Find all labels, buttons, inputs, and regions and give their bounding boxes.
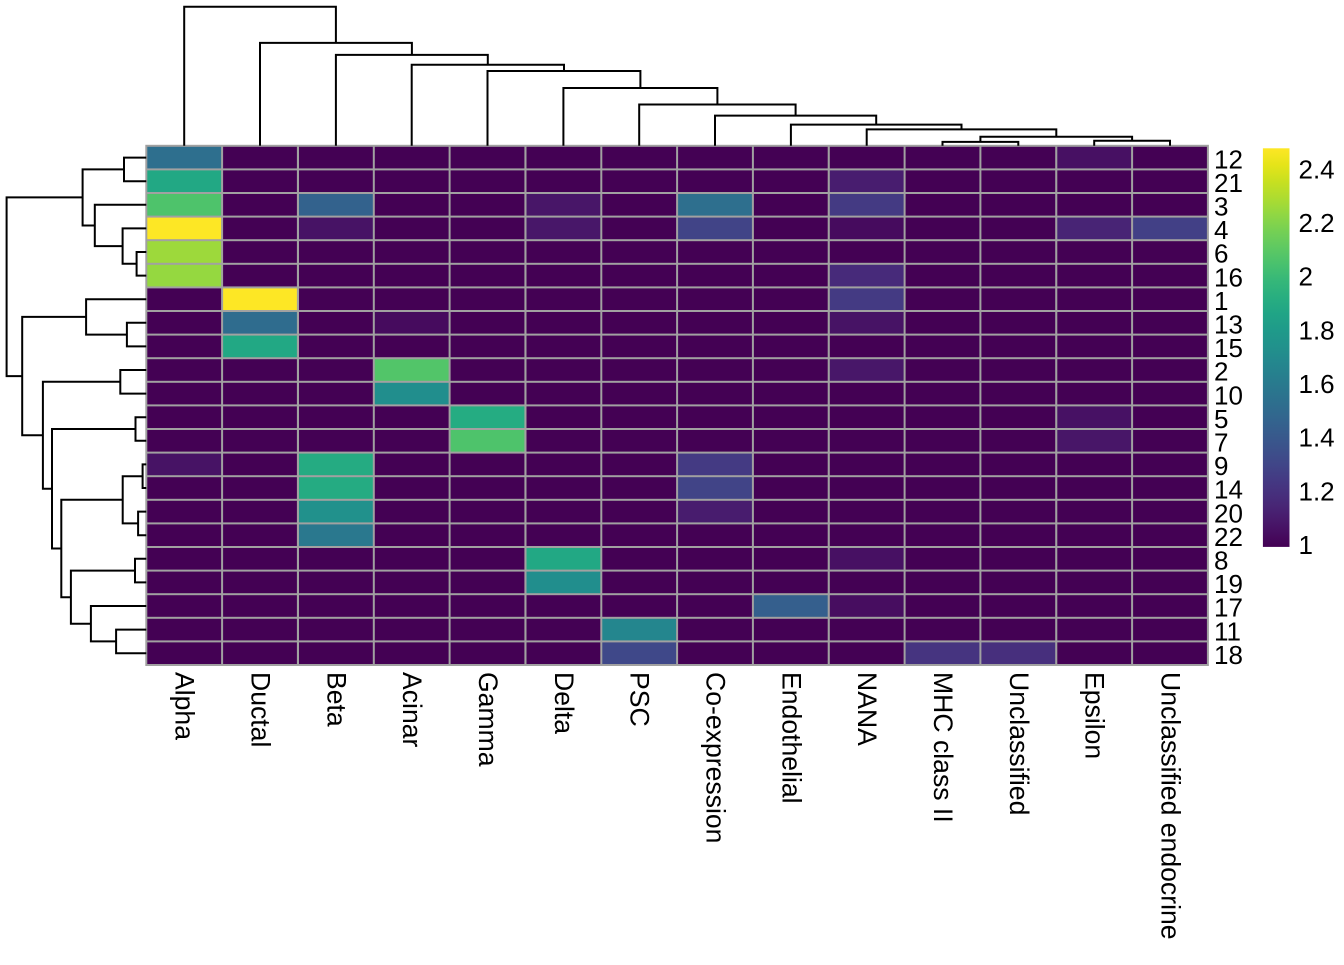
svg-text:11: 11 (1214, 616, 1241, 646)
svg-text:Unclassified endocrine: Unclassified endocrine (1156, 672, 1186, 940)
svg-text:2.4: 2.4 (1299, 154, 1335, 184)
svg-text:14: 14 (1214, 475, 1243, 505)
svg-text:2: 2 (1214, 357, 1228, 387)
svg-text:2: 2 (1299, 262, 1313, 292)
svg-text:PSC: PSC (625, 672, 655, 727)
svg-text:Ductal: Ductal (246, 672, 276, 747)
svg-text:Beta: Beta (321, 672, 351, 727)
svg-text:17: 17 (1214, 593, 1243, 623)
svg-text:NANA: NANA (852, 672, 882, 746)
svg-text:18: 18 (1214, 640, 1243, 670)
svg-text:1.8: 1.8 (1299, 315, 1335, 345)
svg-text:20: 20 (1214, 498, 1243, 528)
svg-text:21: 21 (1214, 168, 1243, 198)
svg-text:2.2: 2.2 (1299, 208, 1335, 238)
svg-text:3: 3 (1214, 192, 1228, 222)
svg-text:4: 4 (1214, 215, 1228, 245)
svg-text:15: 15 (1214, 333, 1243, 363)
svg-text:16: 16 (1214, 262, 1243, 292)
svg-text:1.6: 1.6 (1299, 369, 1335, 399)
svg-text:Co-expression: Co-expression (701, 672, 731, 843)
svg-text:Acinar: Acinar (397, 672, 427, 748)
svg-text:1: 1 (1214, 286, 1228, 316)
svg-text:1: 1 (1299, 530, 1313, 560)
svg-text:Alpha: Alpha (170, 672, 200, 740)
svg-text:Epsilon: Epsilon (1080, 672, 1110, 759)
svg-text:1.2: 1.2 (1299, 476, 1335, 506)
svg-text:9: 9 (1214, 451, 1228, 481)
svg-text:Delta: Delta (549, 672, 579, 734)
svg-text:Unclassified: Unclassified (1004, 672, 1034, 815)
svg-text:19: 19 (1214, 569, 1243, 599)
svg-text:13: 13 (1214, 310, 1243, 340)
svg-text:5: 5 (1214, 404, 1228, 434)
svg-text:22: 22 (1214, 522, 1243, 552)
svg-text:10: 10 (1214, 380, 1243, 410)
svg-text:12: 12 (1214, 144, 1243, 174)
svg-text:1.4: 1.4 (1299, 423, 1335, 453)
svg-text:6: 6 (1214, 239, 1228, 269)
svg-text:MHC class II: MHC class II (928, 672, 958, 823)
svg-text:8: 8 (1214, 546, 1228, 576)
svg-text:Endothelial: Endothelial (776, 672, 806, 804)
svg-text:Gamma: Gamma (473, 672, 503, 767)
svg-text:7: 7 (1214, 428, 1228, 458)
